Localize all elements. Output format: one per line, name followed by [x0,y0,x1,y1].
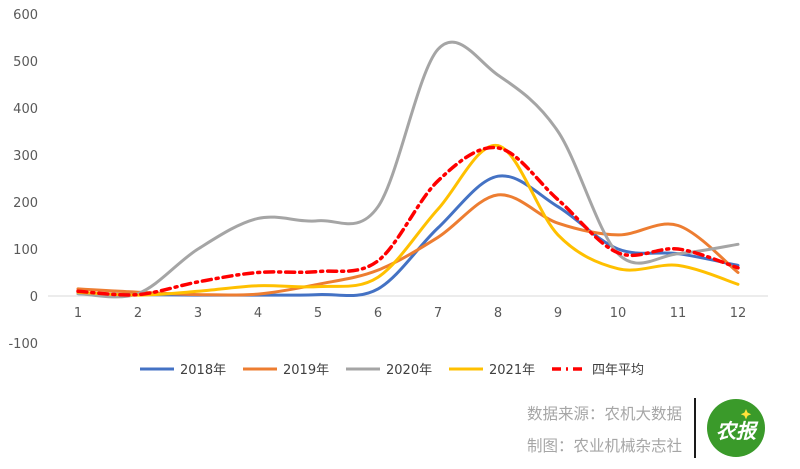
y-tick-label: 100 [13,243,38,258]
x-tick-label: 3 [194,306,202,321]
chart-maker-credit: 制图：农业机械杂志社 [526,437,682,455]
farm-logo-icon: 农报 [707,399,765,457]
data-source-credit: 数据来源：农机大数据 [526,405,682,423]
x-tick-label: 7 [434,306,442,321]
y-tick-label: 300 [13,149,38,164]
series-line-2 [76,40,740,299]
series-lines [76,40,740,299]
x-axis: 1 2 3 4 5 6 7 8 9 10 11 12 [74,306,746,321]
x-tick-label: 12 [730,306,747,321]
x-tick-label: 11 [670,306,687,321]
series-line-1 [76,193,740,297]
svg-text:农报: 农报 [716,419,759,443]
series-line-3 [76,144,740,297]
x-tick-label: 8 [494,306,502,321]
x-tick-label: 2 [134,306,142,321]
y-tick-label: -100 [8,337,38,352]
x-tick-label: 5 [314,306,322,321]
legend-label: 2020年 [386,363,432,378]
y-tick-label: 200 [13,196,38,211]
series-line-0 [76,174,740,298]
x-tick-label: 9 [554,306,562,321]
x-tick-label: 6 [374,306,382,321]
x-tick-label: 4 [254,306,262,321]
legend-label: 2018年 [180,363,226,378]
legend-label: 四年平均 [592,363,644,378]
x-tick-label: 10 [610,306,627,321]
y-tick-label: 600 [13,8,38,23]
legend-label: 2019年 [283,363,329,378]
series-line-4 [76,145,740,297]
y-tick-label: 500 [13,55,38,70]
y-axis: -100 0 100 200 300 400 500 600 [8,8,38,352]
legend-label: 2021年 [489,363,535,378]
y-tick-label: 0 [30,290,38,305]
legend: 2018年 2019年 2020年 2021年 四年平均 [140,363,644,378]
x-tick-label: 1 [74,306,82,321]
y-tick-label: 400 [13,102,38,117]
credit-divider [694,398,696,458]
